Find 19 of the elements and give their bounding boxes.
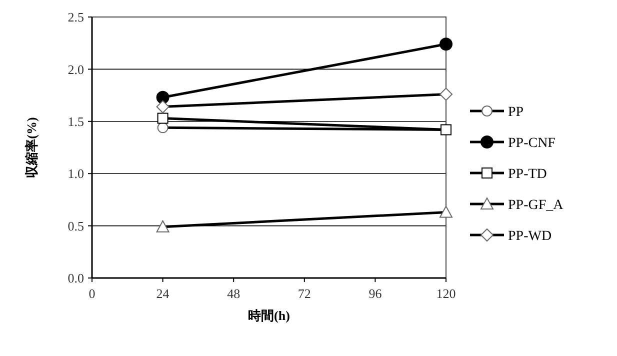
- y-tick-label: 2.5: [68, 10, 84, 25]
- x-tick-label: 96: [368, 286, 382, 301]
- legend-label: PP-TD: [508, 166, 547, 182]
- x-axis-title: 時間(h): [248, 308, 290, 323]
- y-axis-title: 収縮率(%): [24, 117, 39, 178]
- legend-label: PP: [508, 104, 524, 120]
- x-tick-label: 48: [227, 286, 240, 301]
- legend-label: PP-GF_A: [508, 198, 564, 213]
- legend-label: PP-CNF: [508, 136, 556, 151]
- y-tick-label: 0.5: [68, 218, 84, 234]
- x-tick-label: 24: [156, 286, 170, 301]
- y-tick-label: 0.0: [68, 270, 84, 286]
- y-tick-label: 1.0: [68, 166, 84, 182]
- x-tick-label: 0: [88, 286, 96, 301]
- legend-label: PP-WD: [508, 228, 552, 244]
- y-tick-label: 1.5: [68, 114, 84, 129]
- x-tick-label: 120: [436, 286, 456, 301]
- y-tick-label: 2.0: [68, 62, 84, 77]
- x-tick-label: 72: [298, 286, 311, 301]
